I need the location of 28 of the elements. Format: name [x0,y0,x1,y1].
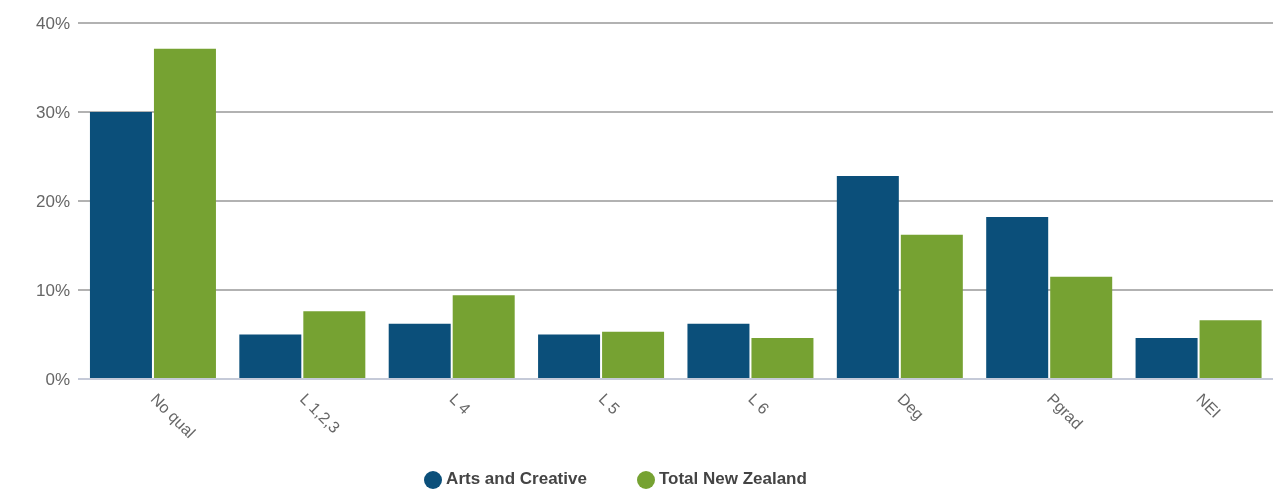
bar [1050,276,1113,379]
bar [89,112,152,379]
x-tick-label: L 5 [595,390,624,418]
bar [751,338,814,379]
bar [1199,320,1262,379]
x-tick-label: L 6 [745,390,773,418]
y-tick-label: 0% [45,370,70,390]
y-tick-label: 30% [35,103,70,123]
legend-label: Arts and Creative [446,469,587,488]
bar [836,176,899,379]
bar [388,323,451,379]
bar [986,217,1049,379]
y-tick-label: 10% [35,281,70,301]
bar [452,295,515,379]
legend-label: Total New Zealand [658,469,807,488]
y-tick-label: 20% [35,192,70,212]
x-tick-label: L 4 [446,390,474,418]
bar [303,311,366,379]
bar [239,334,302,379]
bar [687,323,750,379]
x-tick-label: No qual [147,390,199,442]
bar [602,331,665,379]
bar [538,334,601,379]
bar [153,48,216,379]
bar [1135,338,1198,379]
bar [900,234,963,379]
x-tick-label: NEI [1193,390,1225,421]
y-tick-label: 40% [35,14,70,34]
